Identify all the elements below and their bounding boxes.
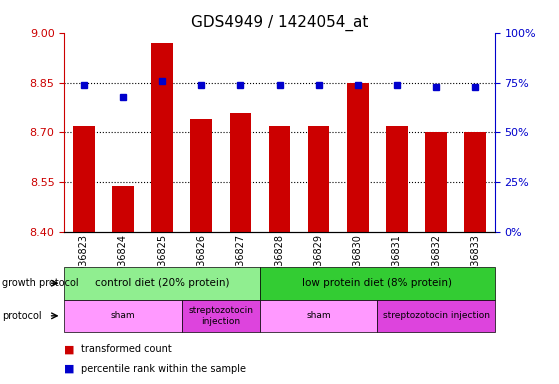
Text: control diet (20% protein): control diet (20% protein) — [95, 278, 229, 288]
Bar — [308, 126, 329, 232]
Bar — [269, 126, 290, 232]
Text: low protein diet (8% protein): low protein diet (8% protein) — [302, 278, 452, 288]
Text: percentile rank within the sample: percentile rank within the sample — [81, 364, 246, 374]
Text: sham: sham — [111, 311, 135, 320]
Bar — [230, 113, 251, 232]
Text: growth protocol: growth protocol — [2, 278, 79, 288]
Bar — [112, 186, 134, 232]
Text: sham: sham — [306, 311, 331, 320]
Text: streptozotocin
injection: streptozotocin injection — [188, 306, 253, 326]
Bar — [347, 83, 368, 232]
Bar — [425, 132, 447, 232]
Title: GDS4949 / 1424054_at: GDS4949 / 1424054_at — [191, 15, 368, 31]
Bar — [191, 119, 212, 232]
Text: transformed count: transformed count — [81, 344, 172, 354]
Bar — [151, 43, 173, 232]
Text: streptozotocin injection: streptozotocin injection — [382, 311, 490, 320]
Bar — [386, 126, 408, 232]
Bar — [465, 132, 486, 232]
Bar — [73, 126, 94, 232]
Text: ■: ■ — [64, 364, 75, 374]
Text: ■: ■ — [64, 344, 75, 354]
Text: protocol: protocol — [2, 311, 42, 321]
